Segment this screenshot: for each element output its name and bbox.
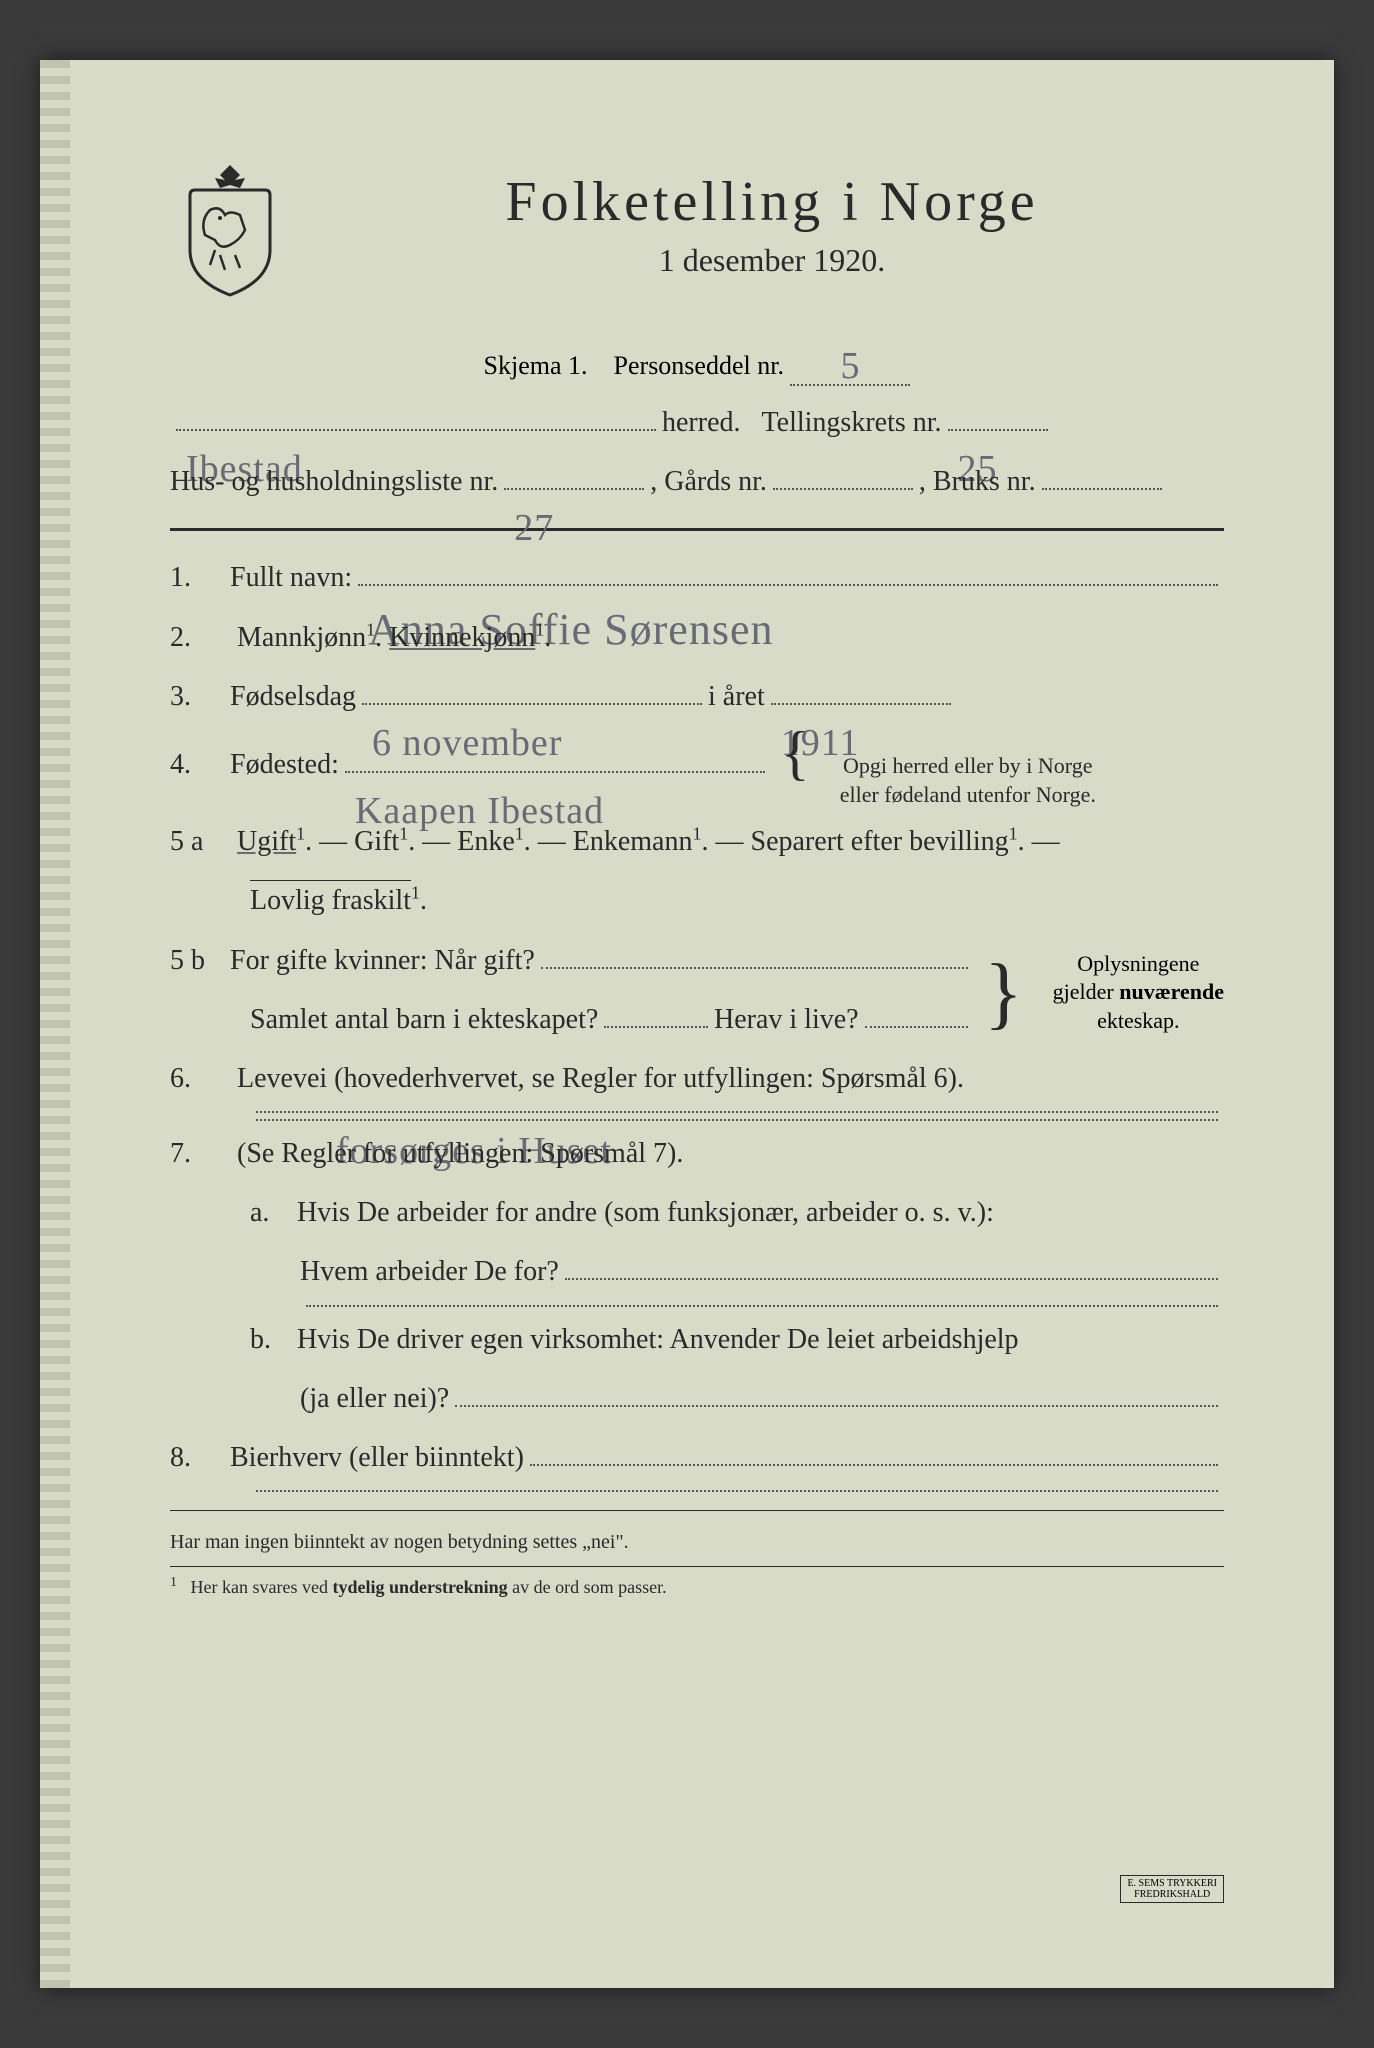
q1-label: Fullt navn: bbox=[230, 551, 352, 604]
q5b-label1: For gifte kvinner: Når gift? bbox=[230, 934, 535, 987]
divider-2 bbox=[170, 1510, 1224, 1511]
brace-icon: } bbox=[974, 961, 1032, 1025]
personseddel-nr: 5 bbox=[840, 345, 860, 387]
q1-row: 1. Fullt navn: Anna Soffie Sørensen bbox=[170, 551, 1224, 604]
q6-num: 6. bbox=[170, 1052, 230, 1105]
q8-num: 8. bbox=[170, 1431, 230, 1484]
q1-num: 1. bbox=[170, 551, 230, 604]
q5a-num: 5 a bbox=[170, 815, 230, 868]
main-title: Folketelling i Norge bbox=[320, 170, 1224, 234]
brace-icon: { bbox=[771, 729, 820, 777]
skjema-label: Skjema 1. bbox=[484, 351, 588, 380]
q5a-row2: Lovlig fraskilt1. bbox=[170, 874, 1224, 927]
personseddel-label: Personseddel nr. bbox=[614, 351, 784, 380]
q5b-label2: Samlet antal barn i ekteskapet? bbox=[250, 993, 598, 1046]
printer-mark: E. SEMS TRYKKERI FREDRIKSHALD bbox=[1120, 1875, 1224, 1903]
q7a-line2: Hvem arbeider De for? bbox=[300, 1245, 559, 1298]
bruks-label: , Bruks nr. bbox=[919, 455, 1036, 508]
q2-row: 2. Mannkjønn1. Kvinnekjønn1. bbox=[170, 611, 1224, 664]
header: Folketelling i Norge 1 desember 1920. bbox=[170, 160, 1224, 300]
q3-num: 3. bbox=[170, 670, 230, 723]
q4-row: 4. Fødested: Kaapen Ibestad { Opgi herre… bbox=[170, 729, 1224, 809]
q5a-ugift: Ugift bbox=[237, 826, 296, 857]
title-block: Folketelling i Norge 1 desember 1920. bbox=[320, 160, 1224, 279]
q7a-letter: a. bbox=[250, 1186, 290, 1239]
q2-kvinne: Kvinnekjønn bbox=[389, 622, 535, 653]
q8-row: 8. Bierhverv (eller biinntekt) bbox=[170, 1431, 1224, 1484]
gards-label: , Gårds nr. bbox=[650, 455, 767, 508]
census-form-page: Folketelling i Norge 1 desember 1920. Sk… bbox=[40, 60, 1334, 1988]
tellingskrets-label: Tellingskrets nr. bbox=[762, 396, 942, 449]
footnote: 1 Her kan svares ved tydelig understrekn… bbox=[170, 1566, 1224, 1598]
footer-note: Har man ingen biinntekt av nogen betydni… bbox=[170, 1531, 1224, 1554]
herred-row: Ibestad herred. Tellingskrets nr. 25 bbox=[170, 396, 1224, 449]
q7-row: 7. (Se Regler for utfyllingen: Spørsmål … bbox=[170, 1127, 1224, 1180]
q5a-gift: Gift bbox=[354, 826, 399, 857]
husliste-row: Hus- og husholdningsliste nr. 27 , Gårds… bbox=[170, 455, 1224, 508]
q7-num: 7. bbox=[170, 1127, 230, 1180]
q5a-enke: Enke bbox=[457, 826, 515, 857]
husliste-label: Hus- og husholdningsliste nr. bbox=[170, 455, 498, 508]
q3-year-label: i året bbox=[708, 670, 765, 723]
q5b-num: 5 b bbox=[170, 934, 230, 987]
q7a-line1: Hvis De arbeider for andre (som funksjon… bbox=[297, 1197, 994, 1228]
crest-svg bbox=[170, 160, 290, 300]
q4-note: Opgi herred eller by i Norge eller fødel… bbox=[820, 752, 1096, 809]
q4-num: 4. bbox=[170, 738, 230, 791]
q7-label: (Se Regler for utfyllingen: Spørsmål 7). bbox=[237, 1138, 683, 1169]
q7b-row: b. Hvis De driver egen virksomhet: Anven… bbox=[170, 1313, 1224, 1366]
coat-of-arms-icon bbox=[170, 160, 290, 300]
q6-value-row: forsørges i Huset bbox=[170, 1111, 1224, 1113]
herred-label: herred. bbox=[662, 396, 741, 449]
subtitle: 1 desember 1920. bbox=[320, 242, 1224, 279]
q6-label: Levevei (hovederhvervet, se Regler for u… bbox=[237, 1063, 964, 1094]
q6-row: 6. Levevei (hovederhvervet, se Regler fo… bbox=[170, 1052, 1224, 1105]
q2-mann: Mannkjønn bbox=[237, 622, 366, 653]
q3-row: 3. Fødselsdag 6 november i året 1911 bbox=[170, 670, 1224, 723]
q8-label: Bierhverv (eller biinntekt) bbox=[230, 1431, 524, 1484]
q5a-lovlig: Lovlig fraskilt bbox=[250, 880, 411, 916]
q7b-line2: (ja eller nei)? bbox=[300, 1372, 449, 1425]
q7b-letter: b. bbox=[250, 1313, 290, 1366]
q5b-label3: Herav i live? bbox=[714, 993, 859, 1046]
q7b-line1: Hvis De driver egen virksomhet: Anvender… bbox=[297, 1324, 1019, 1355]
q5a-enkemann: Enkemann bbox=[573, 826, 693, 857]
q5b-row: 5 b For gifte kvinner: Når gift? Samlet … bbox=[170, 934, 1224, 1052]
q3-label: Fødselsdag bbox=[230, 670, 356, 723]
binding-edge bbox=[40, 60, 70, 1988]
q5a-separert: Separert efter bevilling bbox=[751, 826, 1009, 857]
q4-label: Fødested: bbox=[230, 738, 339, 791]
q5a-row: 5 a Ugift1. — Gift1. — Enke1. — Enkemann… bbox=[170, 815, 1224, 868]
skjema-line: Skjema 1. Personseddel nr. 5 bbox=[170, 340, 1224, 386]
divider-1 bbox=[170, 528, 1224, 531]
q5b-note: Oplysningene gjelder nuværende ekteskap. bbox=[1033, 950, 1224, 1036]
q7a-row: a. Hvis De arbeider for andre (som funks… bbox=[170, 1186, 1224, 1239]
q2-num: 2. bbox=[170, 611, 230, 664]
